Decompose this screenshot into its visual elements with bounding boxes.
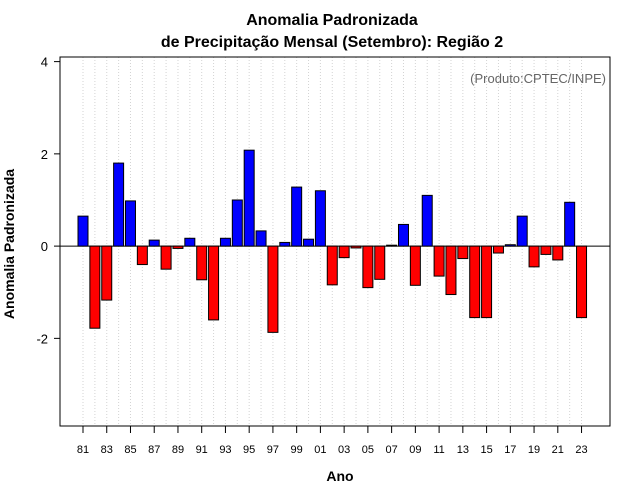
bar-89 — [172, 245, 184, 249]
x-tick-label: 93 — [219, 444, 231, 456]
bar-82 — [89, 245, 101, 329]
x-tick-label: 85 — [124, 444, 136, 456]
bar-02 — [326, 245, 338, 286]
bar-07 — [386, 244, 398, 247]
bar-86 — [136, 245, 148, 266]
x-tick-label: 95 — [243, 444, 255, 456]
bar-13 — [457, 245, 469, 260]
bar-97 — [267, 245, 279, 333]
y-axis: -2 0 2 4 — [36, 55, 60, 346]
bar-94 — [231, 199, 243, 247]
chart-title: Anomalia Padronizada — [246, 12, 418, 29]
bar-90 — [184, 237, 196, 247]
x-tick-label: 11 — [433, 444, 444, 456]
x-tick-label: 05 — [362, 444, 374, 456]
bar-87 — [148, 239, 160, 247]
bar-81 — [77, 215, 89, 247]
credit-annotation: (Produto:CPTEC/INPE) — [470, 71, 606, 86]
plot-frame — [59, 56, 611, 427]
bar-88 — [160, 245, 172, 270]
y-tick-label: 2 — [41, 147, 48, 162]
bar-83 — [101, 245, 113, 301]
x-tick-label: 01 — [314, 444, 326, 456]
y-axis-label: Anomalia Padronizada — [1, 169, 17, 319]
bar-19 — [528, 245, 540, 268]
bar-98 — [279, 241, 291, 247]
bar-00 — [303, 238, 315, 247]
y-tick-label: -2 — [36, 331, 48, 346]
bar-10 — [421, 194, 433, 247]
bar-06 — [374, 245, 386, 280]
bar-93 — [219, 237, 231, 247]
x-tick-label: 89 — [172, 444, 184, 456]
bar-01 — [314, 190, 326, 247]
x-tick-label: 97 — [267, 444, 279, 456]
bar-11 — [433, 245, 445, 277]
x-tick-label: 23 — [575, 444, 587, 456]
x-tick-label: 21 — [552, 444, 564, 456]
y-tick-label: 0 — [41, 239, 48, 254]
bar-95 — [243, 149, 255, 247]
bar-91 — [196, 245, 208, 281]
bar-15 — [481, 245, 493, 319]
bar-16 — [492, 245, 504, 254]
x-tick-label: 91 — [196, 444, 208, 456]
x-tick-label: 17 — [504, 444, 516, 456]
bar-05 — [362, 245, 374, 289]
bar-22 — [564, 201, 576, 247]
bar-09 — [409, 245, 421, 286]
bar-84 — [113, 162, 125, 247]
x-tick-label: 15 — [480, 444, 492, 456]
x-tick-label: 87 — [148, 444, 160, 456]
x-axis: 81 83 85 87 89 91 93 95 97 99 01 03 05 07 09 11 13 15 17 19… — [77, 426, 588, 456]
bars — [77, 149, 588, 333]
x-tick-label: 99 — [291, 444, 303, 456]
x-tick-label: 07 — [385, 444, 397, 456]
bar-20 — [540, 245, 552, 255]
bar-96 — [255, 230, 267, 247]
bar-21 — [552, 245, 564, 261]
bar-03 — [338, 245, 350, 259]
x-axis-label: Ano — [326, 468, 353, 484]
x-tick-label: 83 — [101, 444, 113, 456]
bar-99 — [291, 186, 303, 247]
bar-14 — [469, 245, 481, 319]
chart-subtitle: de Precipitação Mensal (Setembro): Regiã… — [161, 34, 503, 51]
bar-17 — [504, 244, 516, 247]
bar-18 — [516, 215, 528, 247]
x-tick-label: 13 — [457, 444, 469, 456]
x-tick-label: 81 — [77, 444, 89, 456]
x-tick-label: 19 — [528, 444, 540, 456]
bar-04 — [350, 245, 362, 249]
bar-12 — [445, 245, 457, 296]
x-tick-label: 09 — [409, 444, 421, 456]
x-tick-label: 03 — [338, 444, 350, 456]
bar-85 — [124, 200, 136, 247]
y-tick-label: 4 — [41, 55, 48, 70]
bar-23 — [576, 245, 588, 319]
bar-92 — [208, 245, 220, 321]
bar-08 — [397, 223, 409, 247]
